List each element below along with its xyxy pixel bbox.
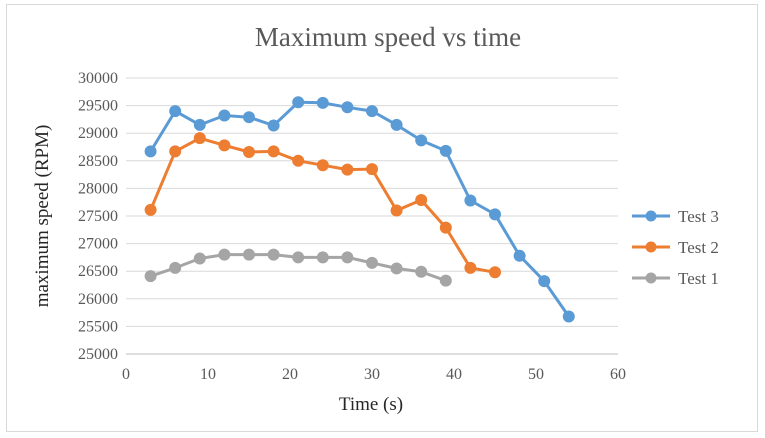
data-point (341, 163, 354, 176)
data-point (341, 251, 354, 264)
legend-item: Test 2 (632, 238, 719, 257)
data-point (316, 251, 329, 264)
data-point (193, 132, 206, 145)
data-point (390, 262, 403, 275)
y-tick-labels: 25000 25500 26000 26500 27000 27500 28000 28500… (78, 70, 118, 363)
y-tick-label: 26500 (78, 263, 118, 280)
data-point (292, 154, 305, 167)
data-point (144, 145, 157, 158)
data-point (169, 145, 182, 158)
data-point (415, 265, 428, 278)
x-tick-label: 20 (282, 366, 298, 383)
data-point (267, 145, 280, 158)
legend-label: Test 1 (678, 269, 719, 288)
x-tick-label: 10 (200, 366, 216, 383)
data-point (316, 96, 329, 109)
data-point (439, 221, 452, 234)
legend-label: Test 3 (678, 207, 719, 226)
x-tick-label: 50 (528, 366, 544, 383)
series-line (149, 100, 571, 318)
x-tick-label: 0 (122, 366, 130, 383)
x-tick-label: 30 (364, 366, 380, 383)
data-point (489, 208, 501, 221)
legend-label: Test 2 (678, 238, 719, 257)
legend-item: Test 1 (632, 269, 719, 288)
x-tick-label: 60 (610, 366, 626, 383)
y-tick-label: 28500 (78, 153, 118, 170)
data-point (267, 119, 280, 132)
data-point (218, 109, 231, 122)
data-point (316, 159, 329, 172)
data-point (562, 310, 575, 323)
data-point (292, 96, 305, 109)
y-tick-label: 30000 (78, 70, 118, 87)
data-point (193, 252, 206, 265)
data-point (464, 194, 477, 207)
y-tick-label: 26000 (78, 291, 118, 308)
data-point (439, 144, 452, 157)
data-point (243, 145, 255, 158)
data-point (341, 101, 354, 114)
data-point (218, 139, 231, 152)
data-point (144, 270, 157, 283)
data-point (267, 248, 280, 261)
chart-frame (6, 4, 758, 432)
legend: Test 3 Test 2 Test 1 (632, 207, 719, 288)
y-tick-label: 27000 (78, 236, 118, 253)
legend-marker (645, 272, 657, 284)
legend-item: Test 3 (632, 207, 719, 226)
data-point (144, 203, 157, 216)
series-test-1 (144, 248, 452, 287)
data-point (243, 111, 255, 124)
data-point (366, 256, 378, 269)
data-point (292, 251, 305, 264)
data-point (169, 261, 182, 274)
legend-marker (645, 241, 657, 253)
chart-title: Maximum speed vs time (255, 22, 521, 52)
series-test-2 (144, 132, 501, 279)
data-point (513, 249, 526, 262)
data-point (390, 204, 403, 217)
data-point (169, 105, 182, 118)
data-point (218, 248, 231, 261)
data-point (366, 163, 378, 176)
x-tick-label: 40 (446, 366, 462, 383)
data-point (193, 118, 206, 131)
y-tick-label: 28000 (78, 180, 118, 197)
data-point (439, 274, 452, 287)
data-point (489, 266, 501, 279)
series-layer (144, 96, 575, 323)
data-point (415, 193, 428, 206)
y-tick-label: 25500 (78, 318, 118, 335)
data-point (415, 134, 428, 147)
data-point (243, 248, 255, 261)
x-axis-label: Time (s) (339, 394, 403, 415)
series-test-3 (144, 96, 575, 323)
y-axis-label: maximum speed (RPM) (32, 125, 53, 308)
y-tick-label: 27500 (78, 208, 118, 225)
legend-marker (645, 210, 657, 222)
data-point (390, 118, 403, 131)
y-tick-label: 29000 (78, 125, 118, 142)
y-tick-label: 25000 (78, 346, 118, 363)
y-tick-label: 29500 (78, 98, 118, 115)
x-tick-labels: 0 10 20 30 40 50 60 (122, 366, 626, 383)
data-point (366, 105, 378, 118)
data-point (538, 275, 551, 288)
data-point (464, 261, 477, 274)
